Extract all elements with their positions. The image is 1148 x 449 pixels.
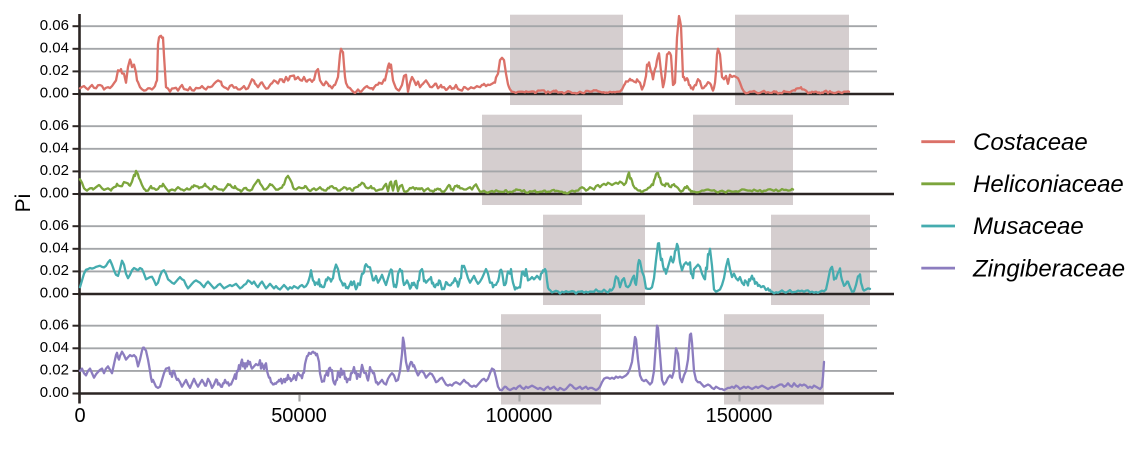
svg-text:Zingiberaceae: Zingiberaceae [972, 255, 1125, 282]
svg-text:0.00: 0.00 [40, 285, 69, 302]
svg-text:0.04: 0.04 [40, 240, 69, 257]
svg-text:0: 0 [74, 405, 85, 427]
svg-text:0.04: 0.04 [40, 140, 69, 157]
svg-text:100000: 100000 [486, 405, 553, 427]
svg-text:0.04: 0.04 [40, 40, 69, 57]
svg-text:Costaceae: Costaceae [973, 129, 1088, 156]
svg-text:0.06: 0.06 [40, 17, 69, 34]
svg-text:0.02: 0.02 [40, 262, 69, 279]
svg-text:0.02: 0.02 [40, 362, 69, 379]
svg-text:0.06: 0.06 [40, 117, 69, 134]
svg-text:50000: 50000 [271, 405, 327, 427]
svg-text:0.04: 0.04 [40, 339, 69, 356]
svg-text:Heliconiaceae: Heliconiaceae [973, 171, 1124, 198]
svg-text:Pi: Pi [12, 194, 35, 213]
svg-text:0.06: 0.06 [40, 217, 69, 234]
svg-text:0.06: 0.06 [40, 316, 69, 333]
svg-text:0.00: 0.00 [40, 384, 69, 401]
svg-text:150000: 150000 [706, 405, 773, 427]
svg-text:0.00: 0.00 [40, 185, 69, 202]
svg-text:0.02: 0.02 [40, 62, 69, 79]
svg-text:Musaceae: Musaceae [973, 213, 1084, 240]
svg-text:0.02: 0.02 [40, 162, 69, 179]
svg-text:0.00: 0.00 [40, 85, 69, 102]
